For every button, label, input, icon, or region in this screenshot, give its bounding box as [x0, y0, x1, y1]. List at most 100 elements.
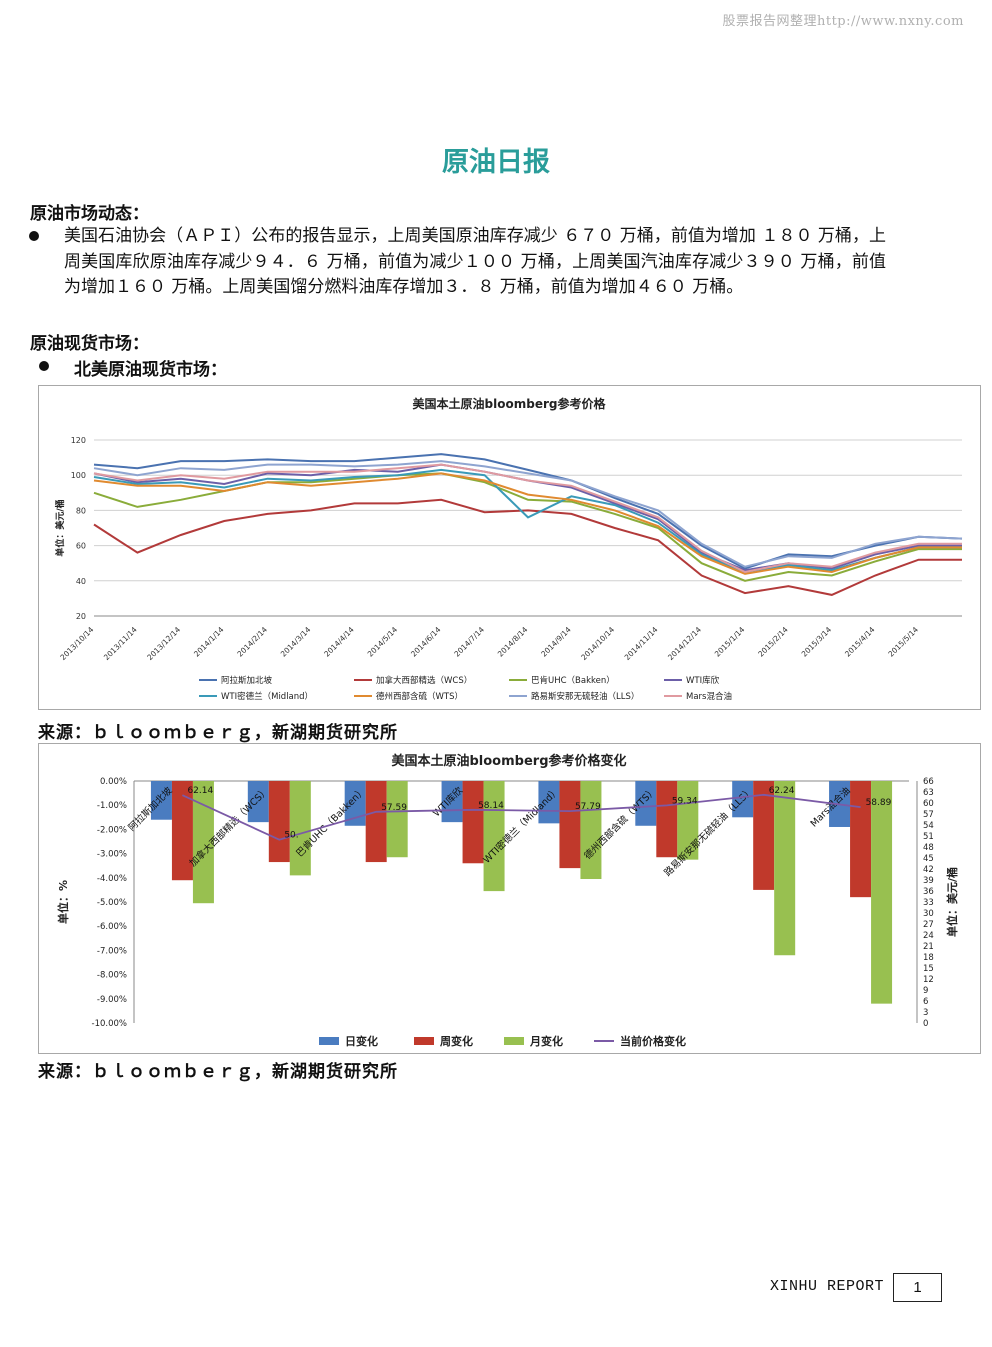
y-tick-label: 40 [76, 577, 86, 586]
bar [871, 781, 893, 1004]
y-tick-label: 60 [76, 542, 86, 551]
legend-label: WTI密德兰（Midland） [221, 691, 313, 702]
y2-tick-label: 6 [923, 997, 928, 1007]
bar-chart-container: 美国本土原油bloomberg参考价格变化 0.00% -1.00% -2.00% -3… [38, 743, 981, 1054]
bar [635, 781, 657, 826]
data-label: 59.34 [672, 796, 698, 806]
series-line [93, 468, 962, 574]
x-tick-label: 2014/7/14 [452, 625, 486, 659]
y2-tick-label: 30 [923, 909, 934, 919]
x-tick-label: 2015/2/14 [756, 625, 790, 659]
bar [559, 781, 581, 869]
bar [483, 781, 505, 892]
legend-swatch [504, 1037, 524, 1045]
bar [192, 781, 214, 904]
legend-label: 德州西部含硫（WTS） [376, 691, 463, 702]
x-tick-label: 2015/5/14 [886, 625, 920, 659]
y-tick-label: 120 [71, 436, 86, 445]
legend-label: 日变化 [345, 1034, 378, 1048]
legend-swatch [414, 1037, 434, 1045]
bullet-icon [29, 231, 39, 241]
y-tick-label: 0.00% [100, 777, 127, 787]
y-tick-label: -4.00% [97, 874, 127, 884]
y-axis-label: 单位：% [56, 880, 70, 924]
bar [150, 781, 172, 820]
y2-tick-label: 24 [923, 931, 934, 941]
chart-title: 美国本土原油bloomberg参考价格变化 [391, 753, 626, 769]
data-label: 57.79 [575, 802, 601, 812]
bar [677, 781, 699, 860]
y-tick-label: -7.00% [97, 946, 127, 956]
y2-tick-label: 60 [923, 799, 934, 809]
bar [753, 781, 775, 890]
y2-tick-label: 15 [923, 964, 934, 974]
bar-chart: 美国本土原油bloomberg参考价格变化 0.00% -1.00% -2.00% -3… [56, 753, 959, 1048]
x-tick-label: 2014/2/14 [235, 625, 269, 659]
data-label: 57.59 [381, 803, 407, 813]
legend-label: 路易斯安那无硫轻油（LLS） [531, 691, 639, 702]
legend-label: 阿拉斯加北坡 [221, 675, 273, 686]
y2-tick-label: 48 [923, 843, 934, 853]
y2-tick-label: 57 [923, 810, 934, 820]
y-tick-label: 20 [76, 612, 86, 621]
legend-label: 巴肯UHC（Bakken） [531, 675, 615, 686]
x-tick-label: 2013/11/14 [102, 625, 139, 662]
y2-tick-label: 33 [923, 898, 934, 908]
bar [850, 781, 872, 898]
y-tick-label: -2.00% [97, 825, 127, 835]
section-heading-market: 原油市场动态： [30, 204, 149, 224]
x-tick-label: 2015/4/14 [843, 625, 877, 659]
y-tick-label: -1.00% [97, 801, 127, 811]
subheading-north-america: 北美原油现货市场： [74, 360, 227, 380]
x-tick-label: 2014/4/14 [322, 625, 356, 659]
x-tick-label: 2014/5/14 [366, 625, 400, 659]
legend-swatch [319, 1037, 339, 1045]
chart-title: 美国本土原油bloomberg参考价格 [413, 396, 607, 411]
bar [538, 781, 560, 824]
legend-label: Mars混合油 [686, 691, 732, 702]
bar [732, 781, 754, 818]
series-line [93, 472, 962, 582]
y2-tick-label: 0 [923, 1019, 928, 1029]
bar [580, 781, 602, 880]
bar [289, 781, 311, 876]
line-chart-container: 美国本土原油bloomberg参考价格 20 40 60 80 100 120 单位：美元/桶… [38, 385, 981, 710]
y2-tick-label: 51 [923, 832, 934, 842]
bar [344, 781, 366, 826]
series-line [93, 472, 962, 575]
x-tick-label: 2014/10/14 [579, 625, 616, 662]
y-axis-label: 单位：美元/桶 [54, 499, 66, 556]
x-tick-label: 2014/9/14 [539, 625, 573, 659]
legend-label: 当前价格变化 [620, 1034, 686, 1048]
bar [268, 781, 290, 863]
y2-tick-label: 66 [923, 777, 934, 787]
y-tick-label: -5.00% [97, 898, 127, 908]
x-tick-label: 2015/1/14 [713, 625, 747, 659]
y-tick-label: -9.00% [97, 995, 127, 1005]
data-label: 50. [284, 831, 298, 841]
legend-label: 周变化 [440, 1034, 473, 1048]
y-tick-label: -10.00% [92, 1019, 127, 1029]
y2-tick-label: 27 [923, 920, 934, 930]
y2-tick-label: 42 [923, 865, 934, 875]
x-tick-label: 2014/11/14 [623, 625, 660, 662]
y2-tick-label: 12 [923, 975, 934, 985]
y2-tick-label: 45 [923, 854, 934, 864]
y2-tick-label: 9 [923, 986, 928, 996]
page-number: 1 [893, 1273, 942, 1302]
footer-label: XINHU REPORT [770, 1278, 885, 1295]
y2-tick-label: 63 [923, 788, 934, 798]
y2-tick-label: 36 [923, 887, 934, 897]
x-tick-label: 2013/10/14 [58, 625, 95, 662]
market-paragraph: 美国石油协会（ＡＰＩ）公布的报告显示，上周美国原油库存减少 ６７０ 万桶，前值为… [64, 226, 886, 297]
x-tick-label: 2015/3/14 [800, 625, 834, 659]
data-label: 58.89 [866, 798, 892, 808]
page-title: 原油日报 [442, 147, 550, 178]
series-line [93, 498, 962, 596]
price-line [182, 793, 861, 841]
bar [774, 781, 796, 956]
legend-label: 月变化 [529, 1034, 563, 1048]
legend-label: WTI库欣 [686, 675, 720, 686]
y-tick-label: 80 [76, 506, 86, 515]
data-label: 62.24 [769, 786, 795, 796]
